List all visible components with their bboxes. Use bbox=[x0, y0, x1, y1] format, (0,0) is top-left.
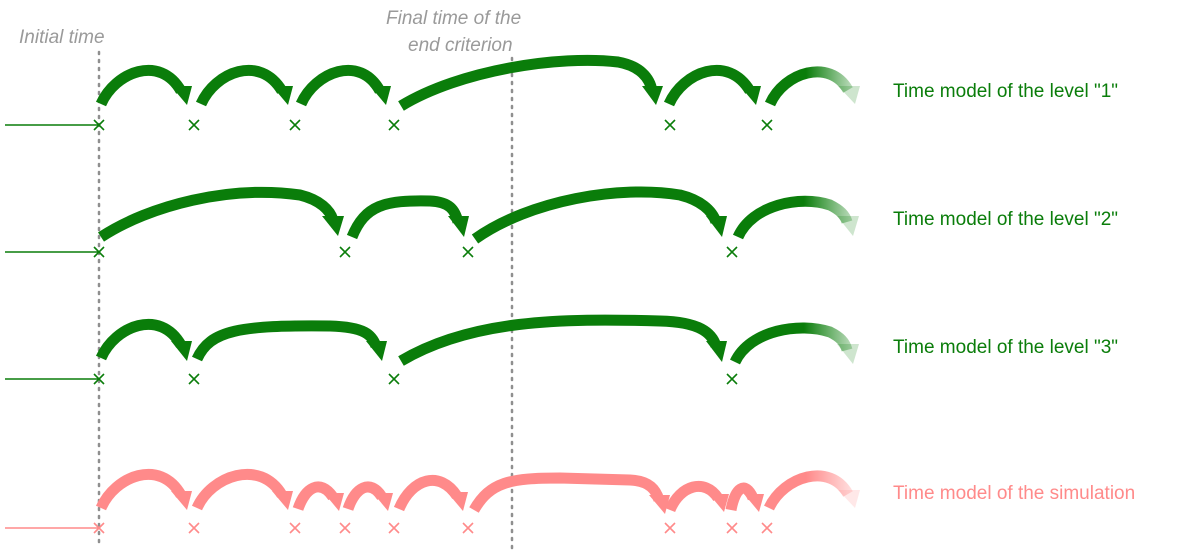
time-step-arrowhead bbox=[706, 216, 727, 237]
time-markers bbox=[93, 522, 773, 534]
time-step-arrow bbox=[191, 320, 382, 362]
time-step-arrow bbox=[398, 54, 658, 111]
time-step-arrows bbox=[95, 54, 860, 111]
row-simulation: Time model of the simulation bbox=[5, 468, 1135, 534]
time-step-arrowhead bbox=[370, 86, 391, 105]
time-step-arrowhead bbox=[171, 341, 192, 361]
time-step-arrowhead bbox=[447, 492, 468, 511]
time-step-arrowhead bbox=[272, 491, 293, 510]
time-step-arrow bbox=[195, 64, 287, 107]
time-step-arrow bbox=[95, 64, 186, 107]
time-step-arrow bbox=[95, 318, 186, 361]
time-marker bbox=[188, 373, 200, 385]
time-step-arrows bbox=[97, 186, 859, 244]
time-step-arrowhead bbox=[272, 86, 293, 105]
time-marker bbox=[188, 522, 200, 534]
time-step-arrow-fading bbox=[764, 470, 853, 511]
time-marker bbox=[339, 246, 351, 258]
row-label: Time model of the level "1" bbox=[893, 81, 1118, 102]
time-marker bbox=[188, 119, 200, 131]
row-label: Time model of the level "2" bbox=[893, 209, 1118, 230]
time-marker bbox=[93, 522, 105, 534]
time-step-arrowhead-fading bbox=[837, 344, 859, 364]
time-markers bbox=[93, 119, 773, 131]
time-step-arrowhead bbox=[373, 493, 393, 511]
time-step-arrow bbox=[346, 195, 464, 240]
time-step-arrows bbox=[95, 314, 859, 366]
final-time-label-line1: Final time of the bbox=[386, 8, 521, 29]
time-step-arrow bbox=[191, 468, 287, 511]
time-step-arrowhead bbox=[322, 216, 344, 236]
time-step-arrowhead bbox=[324, 493, 344, 511]
time-marker bbox=[388, 522, 400, 534]
row-level-3: Time model of the level "3" bbox=[5, 314, 1118, 385]
time-marker bbox=[726, 246, 738, 258]
time-step-arrowhead-fading bbox=[838, 86, 860, 104]
time-marker bbox=[664, 522, 676, 534]
time-step-arrow bbox=[664, 481, 723, 513]
time-step-arrow bbox=[663, 64, 755, 107]
time-step-arrows bbox=[95, 468, 860, 514]
time-step-arrowhead bbox=[171, 491, 192, 510]
time-step-arrowhead bbox=[642, 86, 663, 105]
time-step-arrow-fading bbox=[730, 322, 853, 365]
time-step-arrowhead bbox=[649, 495, 670, 514]
time-step-arrow bbox=[469, 472, 665, 513]
row-label: Time model of the simulation bbox=[893, 483, 1135, 504]
time-step-arrowhead bbox=[448, 216, 469, 237]
time-marker bbox=[289, 522, 301, 534]
time-marker bbox=[339, 522, 351, 534]
final-time-label-line2: end criterion bbox=[408, 35, 513, 56]
time-step-arrow bbox=[95, 468, 186, 511]
time-step-arrow-fading bbox=[764, 66, 853, 107]
time-marker bbox=[388, 373, 400, 385]
time-step-arrowhead bbox=[366, 341, 387, 361]
time-step-arrow bbox=[295, 64, 385, 107]
time-marker bbox=[726, 522, 738, 534]
time-step-arrow bbox=[398, 314, 722, 366]
time-step-arrow-fading bbox=[732, 195, 853, 240]
time-marker bbox=[664, 119, 676, 131]
time-marker bbox=[462, 522, 474, 534]
time-markers bbox=[93, 373, 738, 385]
time-marker bbox=[289, 119, 301, 131]
time-step-arrow bbox=[393, 474, 462, 512]
time-step-arrowhead bbox=[706, 341, 727, 362]
time-marker bbox=[462, 246, 474, 258]
time-marker bbox=[761, 119, 773, 131]
time-marker bbox=[388, 119, 400, 131]
initial-time-label: Initial time bbox=[19, 27, 105, 48]
time-marker bbox=[761, 522, 773, 534]
row-level-1: Time model of the level "1" bbox=[5, 54, 1118, 131]
time-step-arrowhead bbox=[744, 494, 764, 512]
time-step-arrowhead-fading bbox=[838, 490, 860, 508]
time-marker bbox=[726, 373, 738, 385]
row-label: Time model of the level "3" bbox=[893, 337, 1118, 358]
time-step-arrowhead bbox=[740, 86, 761, 105]
time-step-arrow bbox=[342, 481, 387, 512]
time-step-arrow bbox=[292, 481, 338, 512]
time-step-arrowhead-fading bbox=[837, 216, 859, 236]
time-markers bbox=[93, 246, 738, 258]
time-step-arrowhead bbox=[171, 86, 192, 105]
time-step-arrow bbox=[471, 186, 722, 244]
time-step-arrowhead bbox=[709, 494, 729, 512]
time-marker bbox=[93, 373, 105, 385]
time-marker bbox=[93, 246, 105, 258]
time-marker bbox=[93, 119, 105, 131]
row-level-2: Time model of the level "2" bbox=[5, 186, 1118, 258]
time-step-arrow bbox=[97, 186, 339, 242]
